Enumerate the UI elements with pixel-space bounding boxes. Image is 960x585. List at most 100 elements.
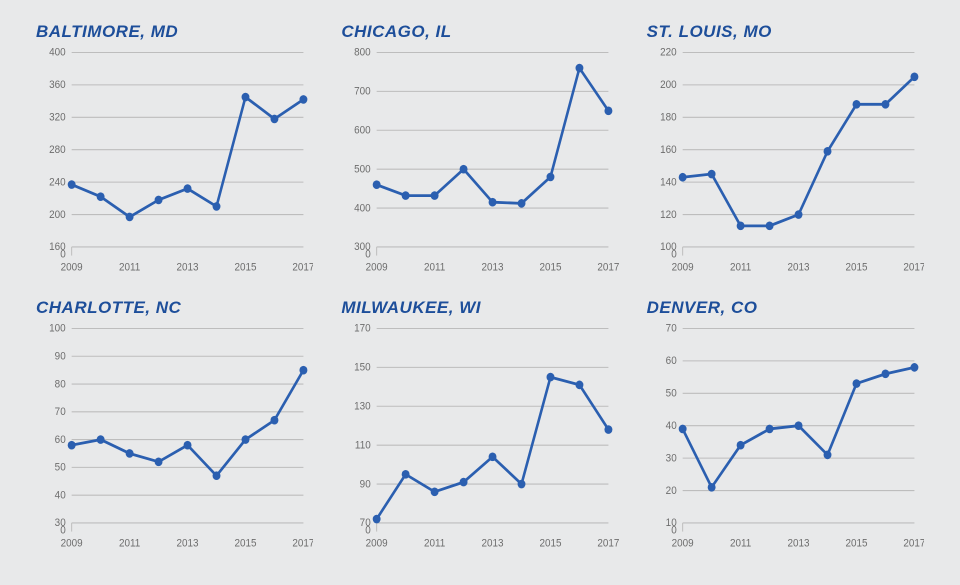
data-point [881,100,889,109]
svg-text:600: 600 [355,125,372,136]
data-point [299,365,307,374]
svg-text:40: 40 [55,490,66,501]
svg-text:2013: 2013 [787,262,809,273]
data-point [765,222,773,231]
svg-text:2013: 2013 [177,262,199,273]
svg-text:0: 0 [60,525,66,536]
data-point [126,213,134,222]
series-line [72,370,304,476]
panel-title: CHARLOTTE, NC [36,298,313,318]
svg-text:2015: 2015 [540,262,562,273]
svg-text:60: 60 [665,355,676,366]
svg-text:120: 120 [660,209,677,220]
svg-text:2011: 2011 [424,262,446,273]
chart-area: 7090110130150170020092011201320152017 [341,322,618,558]
panel-title: MILWAUKEE, WI [341,298,618,318]
data-point [489,452,497,461]
data-point [518,479,526,488]
svg-text:0: 0 [366,249,372,260]
svg-text:2013: 2013 [787,538,809,549]
svg-text:2017: 2017 [598,262,619,273]
svg-text:400: 400 [355,203,372,214]
chart-panel: MILWAUKEE, WI709011013015017002009201120… [341,298,618,558]
svg-text:0: 0 [366,525,372,536]
svg-text:2017: 2017 [292,262,313,273]
svg-text:100: 100 [49,323,66,334]
chart-area: 10203040506070020092011201320152017 [647,322,924,558]
data-point [460,477,468,486]
chart-panel: BALTIMORE, MD160200240280320360400020092… [36,22,313,282]
data-point [213,471,221,480]
svg-text:2017: 2017 [903,538,924,549]
data-point [373,514,381,523]
data-point [402,191,410,200]
data-point [678,173,686,182]
data-point [736,440,744,449]
svg-text:2015: 2015 [234,262,256,273]
data-point [852,379,860,388]
series-line [72,97,304,217]
data-point [881,369,889,378]
data-point [299,95,307,104]
svg-text:2013: 2013 [482,262,504,273]
svg-text:280: 280 [49,145,66,156]
svg-text:800: 800 [355,47,372,58]
svg-text:110: 110 [355,440,371,451]
series-line [377,377,609,519]
data-point [852,100,860,109]
svg-text:2011: 2011 [119,538,141,549]
data-point [678,424,686,433]
svg-text:170: 170 [355,323,372,334]
svg-text:2015: 2015 [845,538,867,549]
svg-text:90: 90 [360,478,371,489]
svg-text:2011: 2011 [730,538,752,549]
svg-text:2017: 2017 [598,538,619,549]
svg-text:160: 160 [660,145,677,156]
data-point [794,210,802,219]
svg-text:2009: 2009 [366,262,388,273]
svg-text:220: 220 [660,47,677,58]
svg-text:30: 30 [665,453,676,464]
chart-area: 300400500600700800020092011201320152017 [341,46,618,282]
chart-panel: DENVER, CO102030405060700200920112013201… [647,298,924,558]
data-point [97,435,105,444]
data-point [270,115,278,124]
svg-text:200: 200 [49,209,66,220]
svg-text:150: 150 [355,362,372,373]
svg-text:50: 50 [665,388,676,399]
svg-text:2015: 2015 [540,538,562,549]
svg-text:360: 360 [49,80,66,91]
data-point [605,425,613,434]
svg-text:240: 240 [49,177,66,188]
data-point [547,372,555,381]
data-point [373,180,381,189]
data-point [213,202,221,211]
data-point [823,450,831,459]
svg-text:2015: 2015 [234,538,256,549]
svg-text:2011: 2011 [424,538,446,549]
svg-text:140: 140 [660,177,677,188]
svg-text:500: 500 [355,164,372,175]
data-point [97,192,105,201]
data-point [184,440,192,449]
panel-title: BALTIMORE, MD [36,22,313,42]
svg-text:2011: 2011 [730,262,752,273]
svg-text:2013: 2013 [482,538,504,549]
svg-text:70: 70 [665,323,676,334]
data-point [547,173,555,182]
data-point [155,457,163,466]
panel-title: CHICAGO, IL [341,22,618,42]
series-line [682,77,914,226]
svg-text:60: 60 [55,434,66,445]
panel-title: DENVER, CO [647,298,924,318]
chart-panel: CHICAGO, IL30040050060070080002009201120… [341,22,618,282]
svg-text:130: 130 [355,401,372,412]
svg-text:400: 400 [49,47,66,58]
data-point [707,170,715,179]
svg-text:2015: 2015 [845,262,867,273]
svg-text:2011: 2011 [119,262,141,273]
data-point [270,415,278,424]
svg-text:2017: 2017 [292,538,313,549]
data-point [910,72,918,81]
data-point [431,191,439,200]
